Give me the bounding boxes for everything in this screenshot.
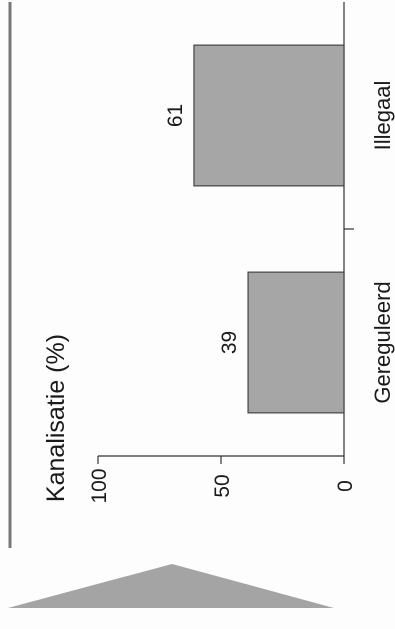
y-axis-title: Kanalisatie (%) [42,334,70,502]
category-labels: Gereguleerd Illegaal [370,81,395,404]
category-label: Illegaal [370,81,395,151]
bars [193,44,345,414]
value-tick-label: 100 [88,468,111,503]
value-tick-label: 50 [211,474,234,497]
bar-data-labels: 39 61 [164,104,241,354]
bar [247,271,345,414]
value-tick-label: 0 [334,480,357,492]
value-ticks: 100 50 0 [88,456,357,504]
triangle-shape [8,564,334,608]
bar-data-label: 39 [218,331,241,354]
bar-data-label: 61 [164,104,187,127]
category-label: Gereguleerd [370,281,395,403]
bar [193,44,345,187]
